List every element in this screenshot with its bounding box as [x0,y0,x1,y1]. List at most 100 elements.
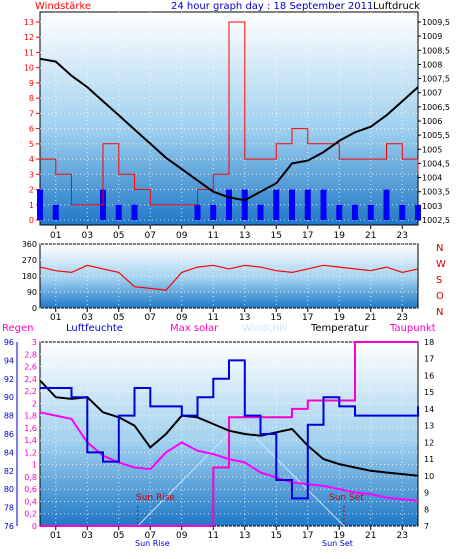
temperature-y-tick-label: 13 [424,422,434,431]
gust-bar [289,189,295,220]
p2-x-tick-label: 05 [113,313,124,323]
p1-x-tick-label: 17 [302,231,313,241]
gust-bar [241,189,248,220]
wind-y-tick-label: 9 [29,79,34,88]
humidity-y-tick-label: 96 [4,338,14,347]
temperature-y-tick-label: 15 [424,388,434,397]
p2-x-tick-label: 19 [334,313,346,323]
pressure-y-tick-label: 1009 [422,32,442,41]
rain-y-tick-label: 0,2 [24,510,37,519]
gust-bar [52,204,59,220]
compass-label: N [436,307,443,318]
compass-label: S [436,275,442,286]
pressure-y-tick-label: 1002,5 [422,216,450,225]
gust-bar [304,189,311,220]
pressure-y-tick-label: 1007 [422,89,442,98]
gust-bar [352,204,358,220]
p3-x-tick-label: 05 [113,531,124,541]
pressure-y-tick-label: 1009,5 [422,18,450,27]
rain-y-tick-label: 2,8 [24,350,37,359]
p1-x-tick-label: 07 [145,231,156,241]
p2-x-tick-label: 21 [365,313,376,323]
pressure-y-tick-label: 1007,5 [422,75,450,84]
pressure-series-line [39,57,419,202]
p1-x-tick-label: 05 [113,231,124,241]
wind-y-tick-label: 7 [29,109,34,118]
humidity-y-tick-label: 80 [4,485,14,494]
direction-series-line [39,264,419,291]
p1-x-tick-label: 03 [82,231,93,241]
pressure-y-tick-label: 1004,5 [422,159,450,168]
humidity-y-tick-label: 88 [4,412,14,421]
humidity-y-tick-label: 76 [4,522,14,531]
gust-bar [336,204,343,220]
rain-y-tick-label: 1,4 [24,436,37,445]
rain-y-tick-label: 2,4 [24,375,37,384]
legend-temperatur: Temperatur [310,323,369,334]
rain-y-tick-label: 3 [32,338,37,347]
rain-y-tick-label: 2,6 [24,363,37,372]
pressure-y-tick-label: 1005,5 [422,131,450,140]
temperature-y-tick-label: 11 [424,455,434,464]
wind-y-tick-label: 6 [29,125,34,134]
gust-bar [226,189,232,220]
p1-x-tick-label: 01 [50,231,61,241]
gust-bar [383,189,390,220]
header-left-label: Windstärke [35,1,91,12]
rain-y-tick-label: 0 [32,522,37,531]
wind-direction-panel [39,243,419,309]
rain-y-tick-label: 2,2 [24,387,37,396]
wind-y-tick-label: 3 [29,170,34,179]
pressure-y-tick-label: 1008,5 [422,46,450,55]
gust-bar [115,204,122,220]
p1-x-tick-label: 15 [271,231,282,241]
temperature-y-tick-label: 17 [424,355,434,364]
gust-bar [415,204,421,220]
direction-y-tick-label: 270 [22,256,37,265]
rain-y-tick-label: 1 [32,461,37,470]
p3-x-tick-label: 09 [176,531,188,541]
temperature-y-tick-label: 8 [424,505,429,514]
gust-bar [273,189,280,220]
wind-y-tick-label: 13 [24,18,34,27]
rain-y-tick-label: 0,4 [24,497,37,506]
wind-y-tick-label: 11 [24,48,34,57]
pressure-y-tick-label: 1003 [422,202,442,211]
temperature-y-tick-label: 14 [424,405,434,414]
p1-x-tick-label: 09 [176,231,188,241]
compass-label: N [436,243,443,254]
humidity-y-tick-label: 86 [4,430,14,439]
humidity-y-tick-label: 82 [4,467,14,476]
wind-y-tick-label: 5 [29,140,34,149]
gust-bar [320,189,327,220]
humidity-y-tick-label: 78 [4,504,14,513]
temperature-y-tick-label: 10 [424,472,434,481]
header-right-label: Luftdruck [373,1,420,12]
humidity-series-line [40,359,419,500]
temperature-y-tick-label: 16 [424,371,434,380]
gust-bar [131,204,138,220]
rain-y-tick-label: 2 [32,399,37,408]
p1-x-tick-label: 21 [365,231,376,241]
p3-x-tick-label: 23 [397,531,408,541]
pressure-y-tick-label: 1008 [422,60,442,69]
direction-y-tick-label: 360 [22,240,37,249]
wind-y-tick-label: 12 [24,33,34,42]
wind-y-tick-label: 0 [29,216,34,225]
gust-bar [399,204,406,220]
sun-rise-axis-label: Sun Rise [135,539,170,548]
compass-label: W [436,259,446,270]
pressure-y-tick-label: 1003,5 [422,188,450,197]
temperature-y-tick-label: 7 [424,522,429,531]
temperature-y-tick-label: 12 [424,438,434,447]
p1-x-tick-label: 19 [334,231,346,241]
direction-y-tick-label: 90 [27,288,37,297]
gust-bar [194,204,201,220]
legend-windchill: Windchill [242,323,287,334]
wind-y-tick-label: 2 [29,186,34,195]
p3-x-tick-label: 07 [145,531,156,541]
pressure-y-tick-label: 1006,5 [422,103,450,112]
wind-y-tick-label: 4 [29,155,34,164]
p1-x-tick-label: 23 [397,231,408,241]
